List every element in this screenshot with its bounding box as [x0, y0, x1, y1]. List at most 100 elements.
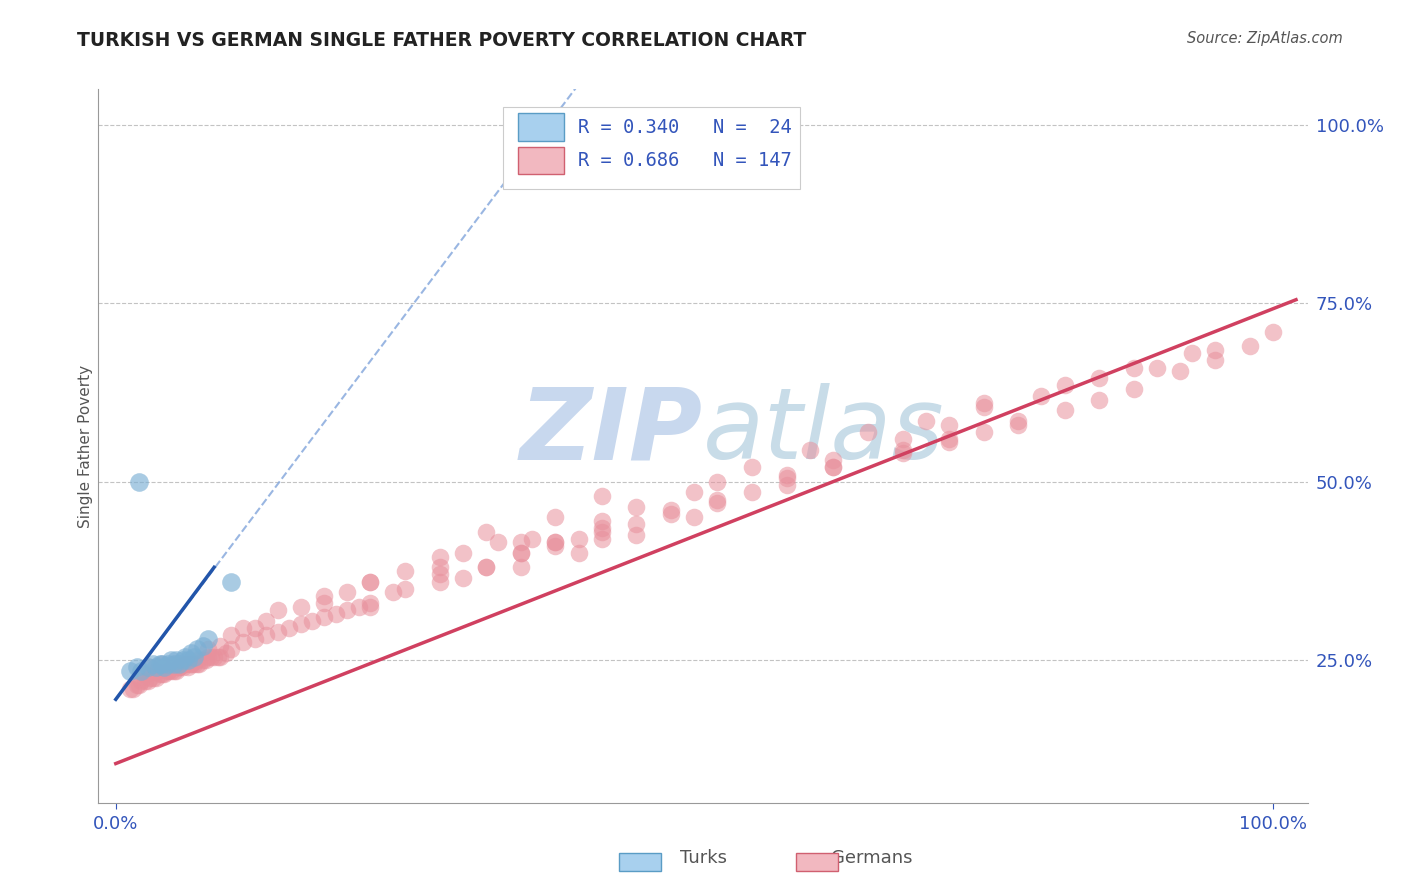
Point — [891, 446, 914, 460]
Point — [145, 660, 167, 674]
Point — [475, 524, 498, 539]
Point — [118, 664, 141, 678]
Point — [659, 503, 682, 517]
Point — [1204, 343, 1226, 357]
Point — [382, 585, 405, 599]
Point — [208, 649, 231, 664]
Point — [683, 485, 706, 500]
Point — [134, 667, 156, 681]
Point — [118, 681, 141, 696]
Point — [475, 560, 498, 574]
Point — [509, 546, 531, 560]
Point — [169, 657, 191, 671]
Point — [128, 678, 150, 692]
Point — [162, 664, 184, 678]
Point — [475, 560, 498, 574]
Point — [359, 574, 381, 589]
Point — [188, 657, 211, 671]
Text: ZIP: ZIP — [520, 384, 703, 480]
Point — [197, 649, 219, 664]
Text: R = 0.340   N =  24: R = 0.340 N = 24 — [578, 118, 792, 136]
Point — [149, 667, 172, 681]
Point — [568, 532, 591, 546]
Y-axis label: Single Father Poverty: Single Father Poverty — [77, 365, 93, 527]
Point — [509, 560, 531, 574]
Point — [591, 514, 613, 528]
Point — [706, 475, 728, 489]
Point — [429, 567, 451, 582]
Point — [129, 674, 152, 689]
Point — [134, 674, 156, 689]
Point — [706, 496, 728, 510]
Point — [215, 646, 238, 660]
Point — [278, 621, 301, 635]
Point — [347, 599, 370, 614]
FancyBboxPatch shape — [503, 107, 800, 189]
Point — [486, 535, 509, 549]
Point — [938, 432, 960, 446]
Point — [914, 414, 936, 428]
Point — [336, 603, 359, 617]
Point — [254, 628, 277, 642]
Point — [1168, 364, 1191, 378]
Point — [544, 535, 567, 549]
Point — [1239, 339, 1261, 353]
Point — [221, 642, 243, 657]
Point — [180, 657, 202, 671]
Point — [325, 607, 347, 621]
FancyBboxPatch shape — [517, 147, 564, 174]
Point — [544, 535, 567, 549]
Point — [176, 653, 198, 667]
Text: R = 0.686   N = 147: R = 0.686 N = 147 — [578, 151, 792, 170]
Point — [336, 585, 359, 599]
Point — [162, 657, 184, 671]
Point — [200, 649, 222, 664]
Point — [973, 400, 995, 414]
Point — [156, 664, 179, 678]
Point — [150, 667, 173, 681]
Point — [122, 681, 145, 696]
Point — [451, 571, 474, 585]
Point — [856, 425, 879, 439]
Point — [174, 657, 197, 671]
Point — [176, 660, 198, 674]
Point — [429, 574, 451, 589]
Point — [142, 671, 165, 685]
Point — [626, 528, 648, 542]
Point — [776, 471, 799, 485]
Point — [136, 660, 159, 674]
Point — [208, 639, 231, 653]
Point — [359, 599, 381, 614]
Point — [267, 624, 290, 639]
Point — [1053, 403, 1076, 417]
Point — [145, 671, 167, 685]
Point — [1031, 389, 1053, 403]
Point — [153, 660, 176, 674]
Point — [1146, 360, 1168, 375]
Point — [186, 642, 208, 657]
Text: Source: ZipAtlas.com: Source: ZipAtlas.com — [1187, 31, 1343, 46]
Point — [186, 653, 208, 667]
Point — [938, 417, 960, 432]
FancyBboxPatch shape — [517, 113, 564, 141]
Text: Turks: Turks — [679, 849, 727, 867]
Point — [429, 560, 451, 574]
Point — [1007, 417, 1029, 432]
Point — [741, 485, 763, 500]
Point — [626, 500, 648, 514]
Point — [312, 589, 335, 603]
Point — [160, 653, 183, 667]
Point — [153, 667, 176, 681]
Point — [522, 532, 544, 546]
Point — [706, 492, 728, 507]
Point — [128, 475, 150, 489]
Point — [197, 632, 219, 646]
Point — [290, 599, 312, 614]
Point — [626, 517, 648, 532]
Point — [149, 657, 172, 671]
Point — [429, 549, 451, 564]
Point — [1053, 378, 1076, 392]
Point — [183, 657, 205, 671]
Point — [142, 657, 165, 671]
Point — [823, 460, 845, 475]
